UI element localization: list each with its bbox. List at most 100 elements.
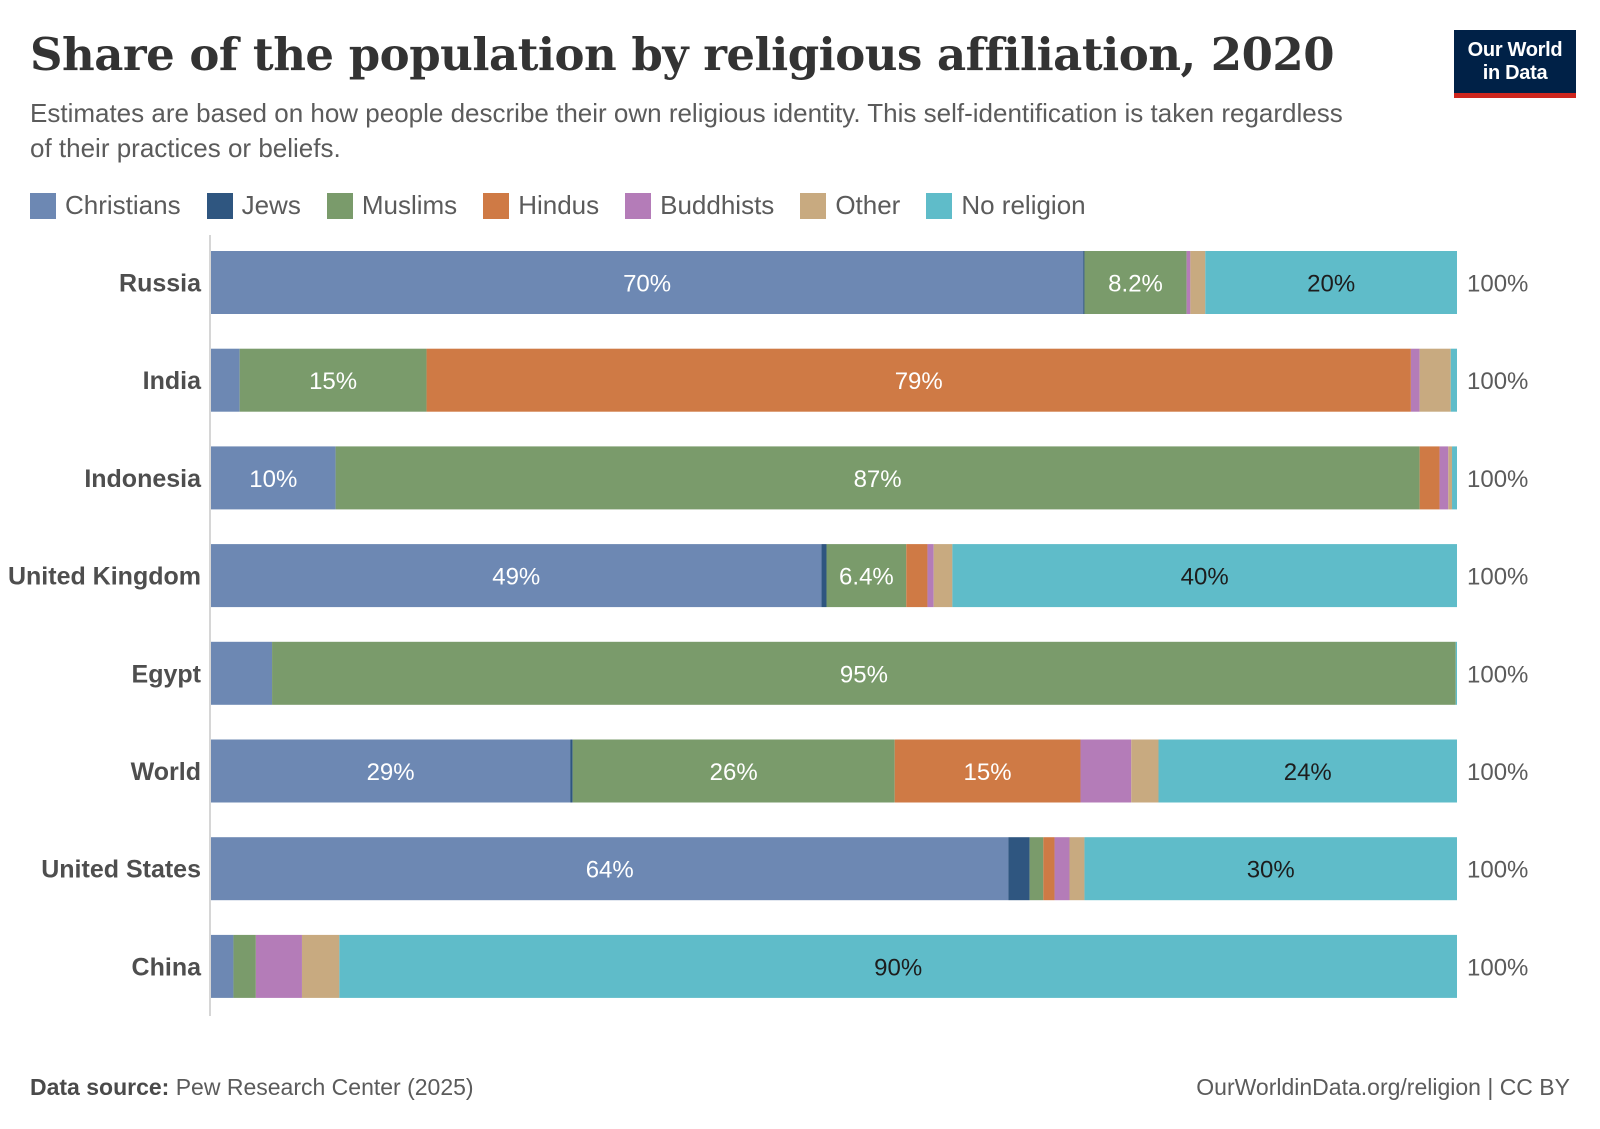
bar-segment-christians [211, 348, 240, 412]
bar-segment-other [301, 934, 340, 998]
total-label: 100% [1467, 271, 1528, 298]
data-source-label: Data source: [30, 1074, 170, 1100]
bar-segment-no-religion [952, 544, 1457, 608]
legend-item-muslims[interactable]: Muslims [326, 190, 458, 221]
source-url-link[interactable]: OurWorldinData.org/religion | CC BY [1196, 1074, 1570, 1100]
category-label: Egypt [132, 660, 202, 688]
category-label: China [132, 953, 203, 981]
category-label: World [131, 758, 201, 786]
bar-segment-christians [211, 934, 234, 998]
legend-label-other: Other [835, 190, 901, 220]
bar-segment-hindus [1043, 837, 1055, 901]
bar-segment-hindus [1419, 446, 1440, 510]
bar-segment-muslims [572, 739, 895, 803]
data-label-no-religion: 40% [1181, 564, 1229, 591]
category-label: Russia [119, 270, 202, 298]
legend-item-christians[interactable]: Christians [30, 190, 181, 221]
bar-segment-no-religion [1452, 446, 1457, 510]
bar-segment-other [933, 544, 953, 608]
bar-segment-other [1448, 446, 1453, 510]
bar-segment-other [1190, 251, 1206, 314]
bar-segment-christians [211, 446, 336, 510]
bar-segment-christians [211, 837, 1009, 901]
legend-swatch-hindus [483, 192, 510, 219]
data-label-no-religion: 90% [874, 954, 922, 981]
legend-swatch-muslims [326, 192, 353, 219]
bar-segment-muslims [1084, 251, 1187, 314]
legend-swatch-other [800, 192, 827, 219]
data-label-no-religion: 24% [1284, 759, 1332, 786]
data-label-hindus: 79% [895, 368, 943, 395]
bar-segment-buddhists [1080, 739, 1132, 803]
bar-segment-no-religion [1205, 251, 1457, 314]
logo-line-1: Our World [1467, 39, 1563, 61]
bar-segment-muslims [272, 641, 1456, 705]
data-label-hindus: 15% [964, 759, 1012, 786]
bar-segment-muslims [826, 544, 907, 608]
bar-segment-jews [1083, 251, 1085, 314]
bar-segment-christians [211, 641, 273, 705]
legend-item-buddhists[interactable]: Buddhists [625, 190, 774, 221]
data-label-christians: 29% [367, 759, 415, 786]
bar-segment-hindus [906, 544, 928, 608]
legend-item-no-religion[interactable]: No religion [926, 190, 1086, 221]
legend-label-muslims: Muslims [361, 190, 458, 220]
data-label-christians: 70% [623, 271, 671, 298]
bar-segment-other [1131, 739, 1159, 803]
legend-label-jews: Jews [241, 190, 301, 220]
logo-line-2: in Data [1482, 62, 1548, 84]
data-label-muslims: 26% [710, 759, 758, 786]
data-label-christians: 64% [586, 857, 634, 884]
chart-title: Share of the population by religious aff… [30, 28, 1335, 81]
data-source: Data source: Pew Research Center (2025) [30, 1074, 474, 1101]
legend-item-hindus[interactable]: Hindus [483, 190, 599, 221]
bar-row-china: China 90% 100% [132, 934, 1528, 998]
bar-segment-no-religion [1158, 739, 1457, 803]
bar-segment-other [1069, 837, 1085, 901]
bar-segment-buddhists [255, 934, 302, 998]
legend-swatch-christians [30, 192, 56, 219]
data-label-no-religion: 30% [1247, 857, 1295, 884]
bar-segment-muslims [239, 348, 427, 412]
legend-item-jews[interactable]: Jews [206, 190, 301, 221]
bar-row-united-states: United States 64% 30% 100% [41, 837, 1528, 901]
total-label: 100% [1467, 759, 1528, 786]
bar-segment-christians [211, 544, 822, 608]
total-label: 100% [1467, 954, 1528, 981]
bar-segment-muslims [335, 446, 1420, 510]
bar-segment-jews [821, 544, 827, 608]
legend-label-buddhists: Buddhists [660, 190, 775, 220]
bar-segment-other [1419, 348, 1451, 412]
bar-segment-christians [211, 251, 1084, 314]
data-label-no-religion: 20% [1307, 271, 1355, 298]
data-label-muslims: 6.4% [839, 564, 894, 591]
total-label: 100% [1467, 661, 1528, 688]
data-label-muslims: 8.2% [1108, 271, 1163, 298]
total-label: 100% [1467, 564, 1528, 591]
total-label: 100% [1467, 368, 1528, 395]
bar-segment-buddhists [1439, 446, 1449, 510]
bar-segment-buddhists [1410, 348, 1420, 412]
bar-segment-no-religion [339, 934, 1458, 998]
legend-swatch-jews [206, 192, 233, 219]
legend-swatch-no-religion [926, 192, 953, 219]
bar-segment-jews [1008, 837, 1030, 901]
bar-segment-buddhists [1054, 837, 1070, 901]
bar-segment-no-religion [1455, 641, 1457, 705]
data-label-muslims: 95% [840, 661, 888, 688]
data-source-value: Pew Research Center (2025) [175, 1074, 474, 1100]
legend-swatch-buddhists [625, 192, 652, 219]
bar-chart: Russia 70% 8.2% 20% 100% India 15% 79% 100% Indon… [8, 235, 1528, 1016]
category-label: India [143, 367, 202, 395]
legend-label-no-religion: No religion [961, 190, 1086, 220]
bar-segment-muslims [1029, 837, 1044, 901]
bar-segment-hindus [426, 348, 1411, 412]
bar-row-world: World 29% 26% 15% 24% 100% [131, 739, 1528, 803]
bar-row-united-kingdom: United Kingdom 49% 6.4% 40% 100% [8, 544, 1528, 608]
legend-item-other[interactable]: Other [800, 190, 900, 221]
data-label-muslims: 15% [309, 368, 357, 395]
category-label: Indonesia [84, 465, 202, 493]
owid-logo[interactable]: Our World in Data [1454, 30, 1576, 98]
bar-segment-buddhists [1186, 251, 1191, 314]
bar-row-egypt: Egypt 95% 100% [132, 641, 1528, 705]
